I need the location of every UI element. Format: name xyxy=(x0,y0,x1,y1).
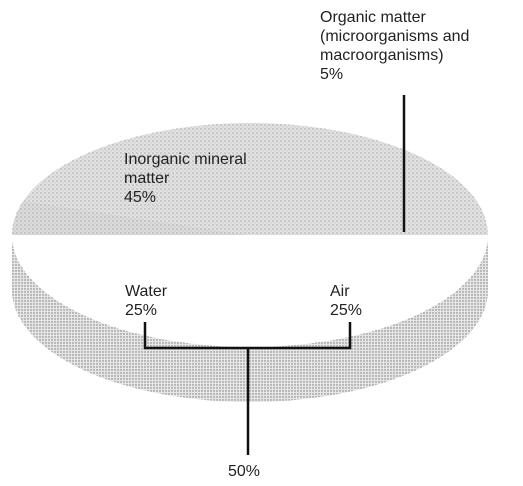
category-label: Water xyxy=(125,282,205,301)
water-label: Water 25% xyxy=(125,282,205,320)
category-label: Inorganic mineral matter xyxy=(124,150,264,188)
value-label: 25% xyxy=(125,301,205,320)
mineral-label: Inorganic mineral matter 45% xyxy=(124,150,264,207)
value-label: 45% xyxy=(124,188,264,207)
organic-label: Organic matter (microorganisms and macro… xyxy=(320,8,520,84)
category-label: Air xyxy=(330,282,390,301)
category-label: Organic matter (microorganisms and macro… xyxy=(320,8,520,65)
total-label: 50% xyxy=(228,462,260,481)
figure: Organic matter (microorganisms and macro… xyxy=(0,0,523,486)
value-label: 25% xyxy=(330,301,390,320)
value-label: 5% xyxy=(320,65,520,84)
air-label: Air 25% xyxy=(330,282,390,320)
